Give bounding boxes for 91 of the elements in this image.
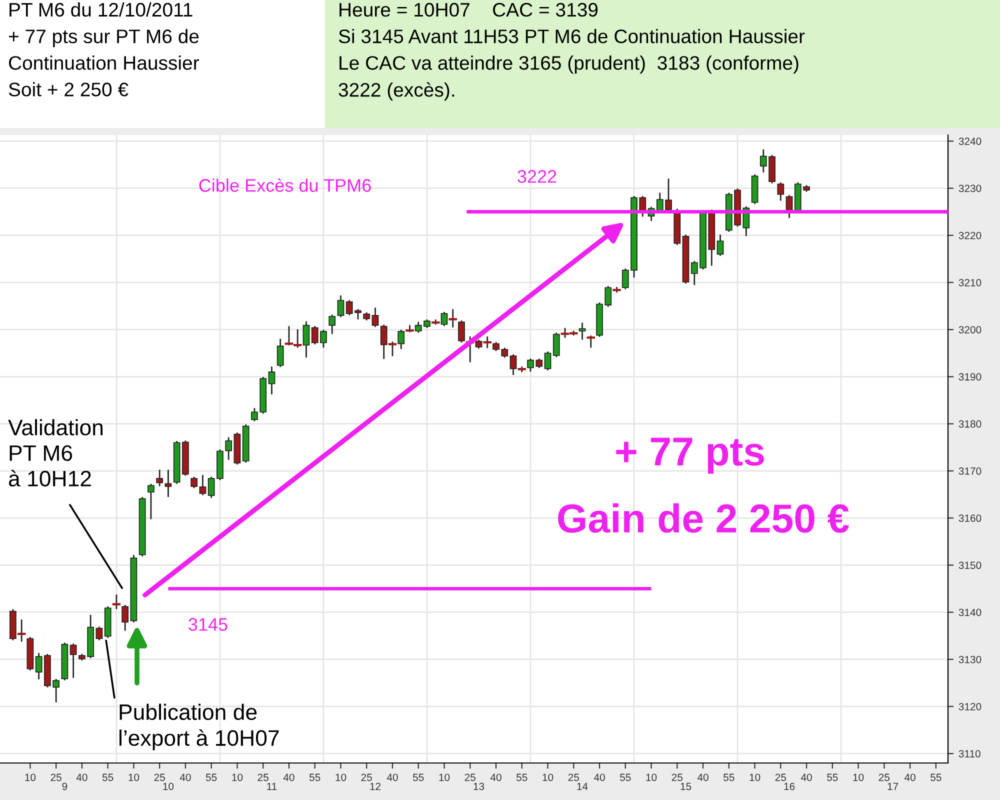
x-tick-label: 40 — [386, 774, 398, 782]
x-tick-label: 55 — [206, 774, 217, 782]
x-tick-label: 55 — [516, 774, 528, 782]
annotation: Publication de l’export à 10H07 — [119, 704, 279, 750]
x-tick-label: 40 — [76, 774, 88, 782]
candlestick — [440, 312, 448, 326]
x2-tick-label: 9 — [62, 782, 68, 790]
x-tick-label: 40 — [904, 774, 916, 782]
x-tick-label: 40 — [180, 774, 191, 782]
candlestick — [70, 644, 77, 678]
x-tick-label: 10 — [750, 774, 760, 782]
candlestick — [372, 308, 379, 327]
annotation: 3145 — [188, 618, 228, 631]
y-tick-label: 3110 — [958, 750, 980, 758]
annotation: 3222 — [518, 170, 556, 183]
x-tick-label: 40 — [283, 774, 294, 782]
candlestick — [586, 335, 596, 348]
candlestick — [164, 470, 172, 498]
x2-tick-label: 17 — [888, 782, 898, 790]
y-tick-label: 3120 — [958, 702, 982, 710]
candlestick — [156, 470, 164, 486]
x-tick-label: 10 — [336, 774, 346, 782]
x-tick-label: 40 — [697, 774, 708, 782]
x-tick-label: 55 — [930, 774, 942, 782]
x-tick-label: 25 — [154, 774, 165, 782]
x-tick-label: 25 — [568, 774, 579, 782]
x-tick-label: 25 — [361, 774, 372, 782]
x-tick-label: 10 — [646, 774, 657, 782]
y-tick-label: 3240 — [958, 138, 982, 145]
candlestick — [578, 322, 586, 340]
candlestick — [199, 474, 206, 496]
chart-title: PT M6 du 12/10/2011 + 77 pts sur PT M6 de Continuation Haussier Soit + 2 250 € — [8, 2, 199, 96]
candlestick — [96, 626, 103, 640]
x-tick-label: 55 — [309, 774, 320, 782]
candlestick — [552, 332, 560, 358]
candlestick — [302, 321, 310, 358]
y-tick-label: 3180 — [958, 420, 982, 428]
candlestick — [148, 484, 154, 520]
x2-tick-label: 12 — [370, 782, 381, 790]
candlestick — [716, 234, 724, 256]
x-tick-label: 55 — [412, 774, 424, 782]
y-tick-label: 3130 — [958, 656, 982, 664]
x2-tick-label: 16 — [784, 782, 795, 790]
annotation: Gain de 2 250 € — [558, 503, 849, 533]
y-tick-label: 3200 — [958, 326, 982, 334]
y-tick-label: 3210 — [958, 278, 982, 286]
candlestick — [190, 476, 198, 488]
x2-tick-label: 11 — [267, 782, 277, 790]
x-tick-label: 10 — [853, 774, 864, 782]
y-tick-label: 3170 — [958, 467, 982, 475]
x2-tick-label: 15 — [680, 782, 692, 790]
candlestick — [777, 182, 784, 201]
candlestick — [268, 366, 276, 394]
x-tick-label: 10 — [25, 774, 36, 782]
candlestick — [544, 351, 552, 370]
x-tick-label: 25 — [878, 774, 890, 782]
annotation: + 77 pts — [616, 438, 764, 474]
candlestick — [122, 604, 129, 631]
y-tick-label: 3140 — [958, 608, 982, 616]
y-tick-label: 3230 — [958, 184, 982, 192]
x-tick-label: 25 — [775, 774, 786, 782]
y-tick-label: 3160 — [958, 514, 982, 522]
x-tick-label: 10 — [542, 774, 554, 782]
x-tick-label: 10 — [232, 774, 243, 782]
x-tick-label: 55 — [620, 774, 631, 782]
y-tick-label: 3220 — [958, 232, 982, 240]
y-tick-label: 3190 — [958, 373, 982, 381]
candlestick — [276, 338, 284, 368]
x-tick-label: 40 — [490, 774, 502, 782]
x2-tick-label: 14 — [577, 782, 588, 790]
x2-tick-label: 13 — [474, 782, 484, 790]
x-tick-label: 55 — [102, 774, 114, 782]
x-tick-label: 25 — [258, 774, 268, 782]
candlestick — [398, 330, 405, 350]
x-tick-label: 25 — [464, 774, 476, 782]
y-tick-label: 3150 — [958, 562, 982, 570]
x-tick-label: 55 — [827, 774, 838, 782]
candlestick — [337, 295, 344, 318]
x-tick-label: 40 — [594, 774, 605, 782]
candlestick — [328, 314, 336, 334]
annotation: Cible Excès du TPM6 — [199, 178, 371, 192]
x-tick-label: 40 — [800, 774, 812, 782]
candlestick — [112, 594, 121, 610]
chart-subtitle: Heure = 10H07 CAC = 3139 Si 3145 Avant 11H53 PT M6 de Continuation Haussier Le CAC va atteindre 3165 (prudent) 3183 (conforme) 3222 (excès). — [338, 2, 805, 101]
x-tick-label: 25 — [50, 774, 62, 782]
x-tick-label: 55 — [724, 774, 734, 782]
x2-tick-label: 10 — [163, 782, 174, 790]
x-tick-label: 10 — [439, 774, 450, 782]
annotation: Validation PT M6 à 10H12 — [8, 419, 103, 487]
x-tick-label: 10 — [128, 774, 140, 782]
x-tick-label: 25 — [672, 774, 682, 782]
